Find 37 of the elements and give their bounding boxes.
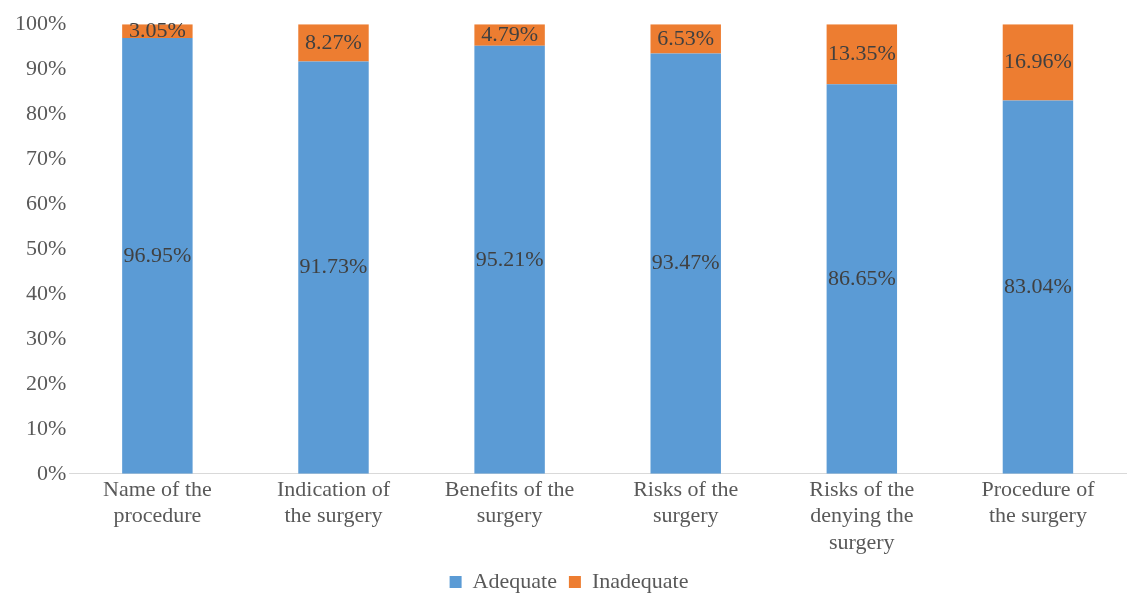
y-tick-label: 20%	[26, 369, 67, 395]
legend-label: Adequate	[472, 567, 557, 593]
y-tick-label: 40%	[26, 279, 67, 305]
x-tick-label: Procedure of the surgery	[981, 475, 1096, 528]
text: 86.65%	[827, 264, 896, 290]
y-tick-label: 70%	[26, 144, 67, 170]
legend-label: Inadequate	[591, 567, 689, 593]
text: 83.04%	[1004, 272, 1072, 298]
bar	[474, 45, 545, 474]
y-tick-label: 0%	[37, 459, 67, 485]
text: 95.21%	[475, 245, 544, 271]
text: 13.35%	[827, 39, 896, 65]
y-tick-label: 30%	[26, 324, 67, 350]
x-tick-label: Benefits of the surgery	[444, 475, 575, 528]
x-tick-label: Name of the procedure	[103, 475, 212, 528]
bar	[298, 61, 369, 474]
x-tick-label: Risks of the surgery	[633, 475, 739, 528]
y-tick-label: 80%	[26, 99, 67, 125]
bar	[122, 37, 193, 474]
text: 6.53%	[657, 24, 715, 50]
bar	[650, 53, 721, 474]
bar	[1002, 100, 1074, 474]
text: 91.73%	[299, 253, 368, 279]
y-tick-label: 90%	[26, 54, 67, 80]
y-tick-label: 10%	[26, 414, 67, 440]
text: 93.47%	[651, 249, 720, 275]
x-tick-label: Indication of the surgery	[276, 475, 391, 528]
y-tick-label: 60%	[26, 189, 67, 215]
text: 8.27%	[305, 28, 362, 54]
text: 16.96%	[1004, 48, 1072, 74]
x-tick-label: Risks of the denying the surgery	[809, 475, 915, 554]
text: 4.79%	[481, 20, 539, 46]
bar	[826, 84, 898, 474]
text: 3.05%	[128, 16, 186, 42]
text: 96.95%	[123, 241, 192, 267]
y-tick-label: 100%	[15, 9, 67, 35]
y-tick-label: 50%	[26, 234, 67, 260]
